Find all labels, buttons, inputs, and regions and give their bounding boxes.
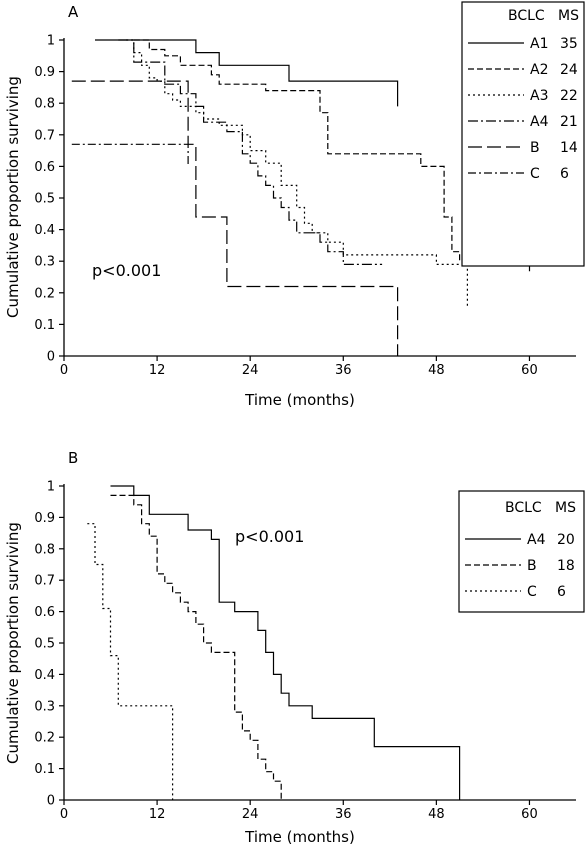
y-tick-label: 0.5: [34, 637, 55, 652]
chart-panel-a: A Cumulative proportion surviving Time (…: [4, 1, 585, 409]
series-line-b: [71, 80, 399, 356]
chart-b-plot-area: 0 0.1 0.2 0.3 0.4 0.5 0.6 0.7 0.8 0.9 1 0 12 24 36 48 60: [34, 480, 576, 822]
chart-a-plot-area: 0 0.1 0.2 0.3 0.4 0.5 0.6 0.7 0.8 0.9 1 0 12 24 36 48 60: [34, 34, 576, 378]
x-tick-label: 12: [149, 807, 166, 822]
y-tick-label: 0.7: [34, 128, 55, 143]
series-line-a1: [95, 39, 399, 107]
y-tick-label: 0.5: [34, 192, 55, 207]
series-line-c: [71, 143, 189, 167]
legend-label-a4: A4: [530, 114, 549, 130]
chart-panel-b: B Cumulative proportion surviving Time (…: [4, 449, 585, 846]
y-tick-label: 0.7: [34, 574, 55, 589]
y-tick-label: 0.3: [34, 255, 55, 270]
legend-header-value: MS: [558, 8, 579, 24]
y-tick-label: 0.3: [34, 699, 55, 714]
chart-b-pvalue: p<0.001: [235, 527, 304, 546]
legend-ms-a4: 21: [560, 114, 578, 130]
series-line-c: [87, 523, 174, 800]
series-line-a4: [110, 485, 461, 800]
chart-b-ylabel: Cumulative proportion surviving: [4, 522, 22, 764]
legend-label-a1: A1: [530, 36, 548, 52]
chart-a-legend: BCLC MS A1 35 A2 24 A3 22 A4 21 B 14 C 6: [461, 1, 585, 267]
legend-header-value: MS: [555, 500, 576, 516]
panel-letter-b: B: [68, 449, 78, 467]
y-tick-label: 0.6: [34, 605, 55, 620]
panel-letter-a: A: [68, 3, 79, 21]
x-tick-label: 60: [521, 363, 538, 378]
legend-ms-c: 6: [557, 584, 566, 600]
legend-label-b: B: [530, 140, 540, 156]
series-line-a4: [118, 39, 383, 265]
x-tick-label: 24: [242, 363, 259, 378]
x-tick-label: 0: [60, 807, 68, 822]
legend-ms-a3: 22: [560, 88, 578, 104]
y-tick-label: 0.4: [34, 223, 55, 238]
y-tick-label: 1: [47, 34, 55, 49]
y-tick-label: 0.1: [34, 318, 55, 333]
legend-box: [461, 1, 585, 267]
y-tick-label: 0: [47, 794, 55, 809]
y-tick-label: 0.9: [34, 511, 55, 526]
chart-b-legend: BCLC MS A4 20 B 18 C 6: [458, 490, 585, 613]
y-tick-label: 1: [47, 480, 55, 495]
chart-b-xlabel: Time (months): [244, 828, 355, 846]
legend-label-b: B: [527, 558, 537, 574]
x-tick-label: 48: [428, 807, 445, 822]
legend-label-a2: A2: [530, 62, 548, 78]
legend-label-c: C: [527, 584, 537, 600]
legend-ms-a4: 20: [557, 532, 575, 548]
chart-a-ylabel: Cumulative proportion surviving: [4, 76, 22, 318]
x-tick-label: 0: [60, 363, 68, 378]
y-tick-label: 0.2: [34, 731, 55, 746]
y-tick-label: 0.4: [34, 668, 55, 683]
legend-label-c: C: [530, 166, 540, 182]
series-line-a3: [126, 39, 468, 309]
legend-ms-b: 18: [557, 558, 575, 574]
legend-box: [458, 490, 585, 613]
x-tick-label: 36: [335, 807, 352, 822]
y-tick-label: 0.9: [34, 65, 55, 80]
x-tick-label: 48: [428, 363, 445, 378]
chart-a-xlabel: Time (months): [244, 391, 355, 409]
x-tick-label: 12: [149, 363, 166, 378]
x-tick-label: 24: [242, 807, 259, 822]
y-tick-label: 0.1: [34, 762, 55, 777]
x-tick-label: 36: [335, 363, 352, 378]
legend-ms-a1: 35: [560, 36, 578, 52]
legend-ms-c: 6: [560, 166, 569, 182]
legend-header-group: BCLC: [505, 500, 542, 516]
series-line-a2: [133, 39, 531, 274]
x-tick-label: 60: [521, 807, 538, 822]
y-tick-label: 0.6: [34, 160, 55, 175]
legend-label-a4: A4: [527, 532, 546, 548]
y-tick-label: 0.8: [34, 542, 55, 557]
series-line-b: [110, 494, 282, 800]
legend-header-group: BCLC: [508, 8, 545, 24]
y-tick-label: 0.2: [34, 286, 55, 301]
y-tick-label: 0.8: [34, 97, 55, 112]
y-tick-label: 0: [47, 350, 55, 365]
chart-a-pvalue: p<0.001: [92, 261, 161, 280]
legend-ms-b: 14: [560, 140, 578, 156]
legend-label-a3: A3: [530, 88, 548, 104]
legend-ms-a2: 24: [560, 62, 578, 78]
